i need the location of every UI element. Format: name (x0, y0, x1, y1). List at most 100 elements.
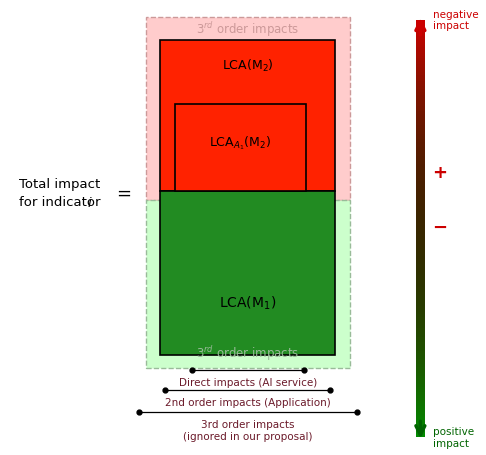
Bar (416, 364, 425, 368)
Bar (416, 409, 425, 412)
Bar (416, 226, 425, 228)
Bar (416, 281, 425, 284)
Text: positive
impact: positive impact (433, 426, 474, 448)
Text: Direct impacts (AI service): Direct impacts (AI service) (179, 377, 317, 387)
Bar (416, 29, 425, 31)
Bar (416, 121, 425, 123)
Bar (416, 389, 425, 392)
Bar (416, 434, 425, 437)
Text: for indicator: for indicator (19, 196, 105, 209)
Text: LCA$_{A_1}$(M$_2$): LCA$_{A_1}$(M$_2$) (209, 135, 272, 152)
Bar (416, 190, 425, 192)
Bar (146, 18, 350, 200)
Text: −: − (432, 218, 448, 237)
Bar (416, 179, 425, 182)
Bar (416, 329, 425, 331)
Bar (416, 423, 425, 426)
Bar (416, 215, 425, 217)
Bar (416, 417, 425, 420)
Bar (416, 345, 425, 348)
Bar (416, 134, 425, 137)
Bar (416, 234, 425, 237)
Bar (416, 192, 425, 195)
Bar (416, 126, 425, 129)
Bar (416, 248, 425, 251)
Text: negative
impact: negative impact (433, 10, 478, 31)
Bar (416, 398, 425, 401)
Bar (416, 223, 425, 226)
Bar (416, 182, 425, 184)
Bar (416, 331, 425, 334)
Bar (416, 98, 425, 101)
Bar (416, 379, 425, 381)
Text: $i$: $i$ (87, 196, 92, 209)
Text: 3$^{rd}$ order impacts: 3$^{rd}$ order impacts (196, 20, 299, 39)
Bar (416, 276, 425, 278)
Bar (416, 167, 425, 170)
Bar (416, 209, 425, 212)
Bar (416, 273, 425, 276)
Bar (416, 187, 425, 190)
Bar (416, 306, 425, 309)
Bar (416, 23, 425, 26)
Bar (416, 354, 425, 356)
Bar (416, 65, 425, 68)
Bar (416, 290, 425, 293)
Bar (416, 170, 425, 173)
Bar (416, 76, 425, 79)
Bar (416, 295, 425, 298)
Bar (416, 301, 425, 303)
Bar (416, 337, 425, 339)
Bar (416, 31, 425, 35)
Bar (416, 137, 425, 140)
Bar (416, 320, 425, 323)
Bar (416, 159, 425, 162)
Bar (416, 359, 425, 362)
Bar (416, 395, 425, 398)
Bar (416, 339, 425, 343)
Bar (416, 278, 425, 281)
Text: 3rd order impacts
(ignored in our proposal): 3rd order impacts (ignored in our propos… (183, 419, 312, 440)
Bar (416, 370, 425, 373)
Bar (416, 259, 425, 262)
Bar (416, 195, 425, 198)
Bar (416, 243, 425, 245)
Bar (416, 212, 425, 215)
Bar (416, 176, 425, 179)
Bar (416, 293, 425, 295)
Text: 2nd order impacts (Application): 2nd order impacts (Application) (165, 397, 331, 407)
Bar (416, 201, 425, 204)
Bar (416, 101, 425, 104)
Bar (416, 162, 425, 165)
Bar (416, 104, 425, 106)
Bar (416, 298, 425, 301)
Bar (416, 237, 425, 240)
Bar (416, 401, 425, 404)
Bar (416, 268, 425, 270)
Bar (416, 381, 425, 384)
Bar (416, 68, 425, 71)
Bar (416, 142, 425, 146)
Bar (416, 140, 425, 142)
Bar (416, 251, 425, 253)
Text: Total impact: Total impact (19, 178, 101, 191)
Bar (416, 376, 425, 379)
Bar (416, 165, 425, 167)
Bar (416, 384, 425, 387)
Bar (416, 154, 425, 157)
Bar (416, 334, 425, 337)
Bar (160, 41, 335, 191)
Bar (416, 96, 425, 98)
Bar (416, 257, 425, 259)
Bar (416, 184, 425, 187)
Bar (416, 270, 425, 273)
Bar (160, 191, 335, 355)
Bar (416, 220, 425, 223)
Bar (416, 123, 425, 126)
Text: LCA(M$_2$): LCA(M$_2$) (222, 58, 274, 74)
Bar (416, 368, 425, 370)
Bar (416, 412, 425, 415)
Bar (416, 118, 425, 121)
Bar (416, 20, 425, 23)
Bar (416, 157, 425, 159)
